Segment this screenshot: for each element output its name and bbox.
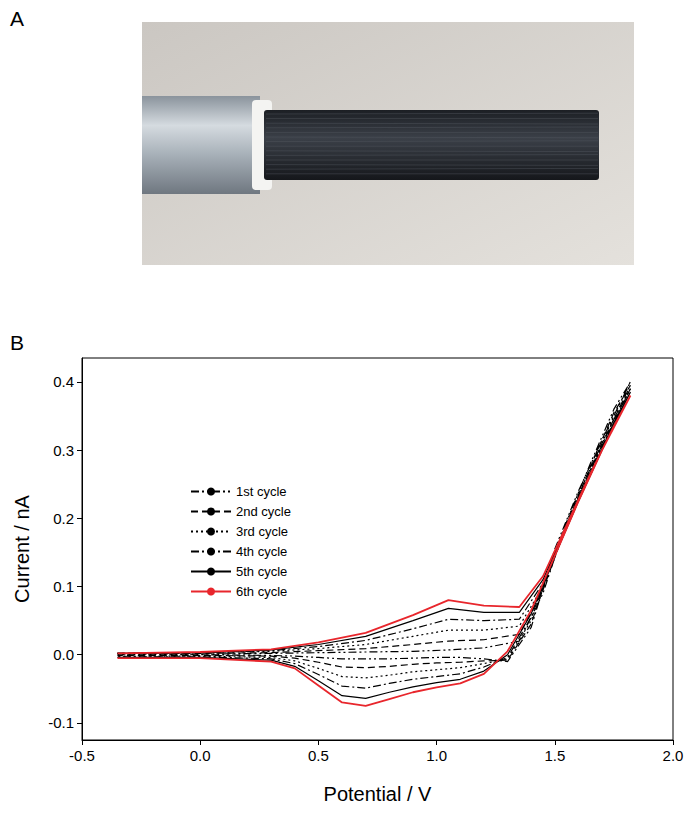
svg-text:-0.1: -0.1 [48, 714, 74, 731]
svg-text:0.2: 0.2 [53, 510, 74, 527]
svg-text:0.0: 0.0 [53, 646, 74, 663]
svg-text:1.0: 1.0 [426, 747, 447, 764]
svg-text:5th cycle: 5th cycle [236, 564, 287, 579]
svg-text:-0.5: -0.5 [69, 747, 95, 764]
svg-text:4th cycle: 4th cycle [236, 544, 287, 559]
svg-text:0.0: 0.0 [190, 747, 211, 764]
svg-text:3rd cycle: 3rd cycle [236, 524, 288, 539]
svg-text:2nd cycle: 2nd cycle [236, 504, 291, 519]
svg-text:0.5: 0.5 [308, 747, 329, 764]
svg-text:Potential / V: Potential / V [324, 783, 433, 805]
svg-text:A: A [10, 7, 24, 30]
svg-text:B: B [10, 331, 24, 354]
svg-text:Current / nA: Current / nA [11, 494, 33, 602]
svg-text:0.1: 0.1 [53, 578, 74, 595]
svg-text:2.0: 2.0 [663, 747, 684, 764]
svg-text:0.4: 0.4 [53, 373, 74, 390]
svg-text:1.5: 1.5 [544, 747, 565, 764]
svg-text:6th cycle: 6th cycle [236, 584, 287, 599]
svg-text:0.3: 0.3 [53, 442, 74, 459]
svg-text:1st cycle: 1st cycle [236, 484, 287, 499]
